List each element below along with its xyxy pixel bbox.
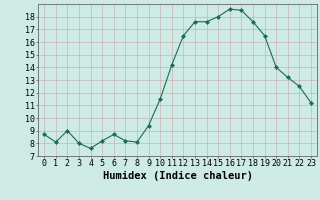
X-axis label: Humidex (Indice chaleur): Humidex (Indice chaleur) xyxy=(103,171,252,181)
